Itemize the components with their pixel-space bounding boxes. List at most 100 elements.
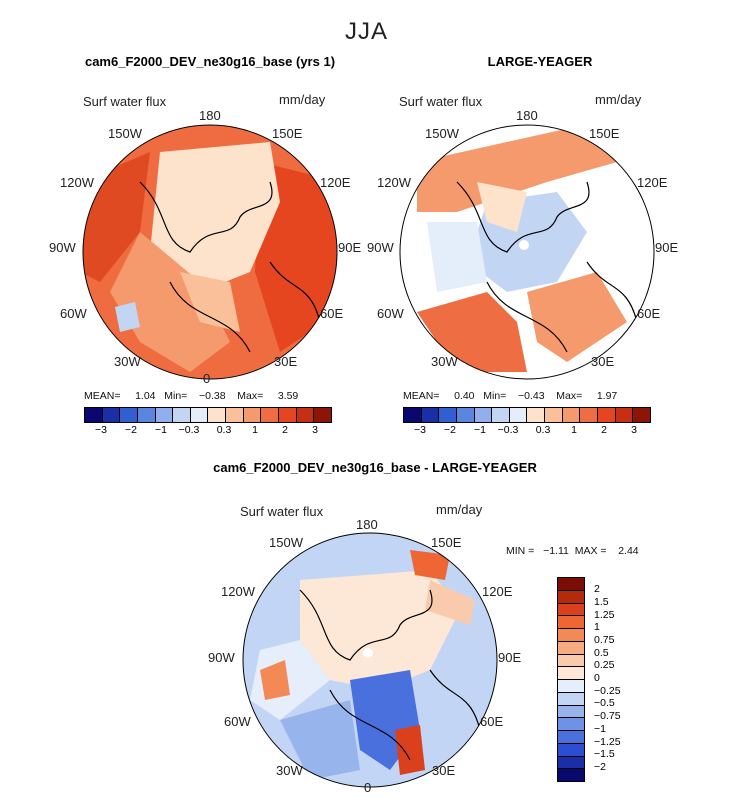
panel-1-tick: 3: [312, 424, 318, 436]
panel-3-pole-marker: [363, 648, 373, 658]
panel-3-region-positive-4: [425, 580, 475, 625]
colorbar-swatch: [558, 590, 584, 604]
panel-1-region-weak: [150, 142, 280, 292]
panel-3-tick: 1.5: [594, 596, 609, 608]
panel-3-lon-90w: 90W: [208, 650, 235, 665]
panel-3-lon-120w: 120W: [221, 584, 255, 599]
colorbar-swatch: [598, 408, 616, 422]
panel-3-region-positive-3: [395, 725, 425, 775]
panel-2-colorbar: [403, 407, 651, 423]
panel-3-units: mm/day: [436, 502, 483, 517]
panel-2-tick: −2: [444, 424, 456, 436]
colorbar-swatch: [102, 408, 121, 422]
panel-2-colorbar-labels: −3 −2 −1 −0.3 0.3 1 2 3: [403, 424, 649, 438]
panel-3-tick: −2: [594, 761, 606, 773]
panel-3-region-land: [300, 570, 460, 690]
panel-3-min-label: MIN =: [506, 545, 535, 557]
colorbar-swatch: [558, 756, 584, 770]
panel-3-stats: MIN = −1.11 MAX = 2.44: [506, 545, 639, 557]
panel-3-tick: 0.75: [594, 634, 615, 646]
panel-1-tick: −2: [125, 424, 137, 436]
panel-1-lon-120e: 120E: [320, 175, 351, 190]
panel-1-min-label: Min=: [164, 390, 188, 402]
panel-2-lon-150w: 150W: [425, 126, 459, 141]
colorbar-swatch: [439, 408, 457, 422]
colorbar-swatch: [562, 408, 581, 422]
panel-1-region-pale: [180, 272, 240, 332]
panel-3-lon-180: 180: [356, 517, 378, 532]
panel-1-mean-label: MEAN=: [84, 390, 121, 402]
colorbar-swatch: [226, 408, 244, 422]
panel-2-min-label: Min=: [483, 390, 507, 402]
panel-3-lon-30w: 30W: [276, 763, 303, 778]
colorbar-swatch: [173, 408, 191, 422]
panel-1-tick: −3: [95, 424, 107, 436]
colorbar-swatch: [558, 603, 584, 617]
panel-3-max-label: MAX =: [574, 545, 607, 557]
panel-3-tick: 1: [594, 621, 600, 633]
panel-3-min-value: −1.11: [543, 545, 569, 557]
colorbar-swatch: [558, 629, 584, 642]
panel-1-lon-150e: 150E: [272, 126, 303, 141]
colorbar-swatch: [558, 692, 584, 706]
panel-2-lon-60w: 60W: [377, 306, 404, 321]
colorbar-swatch: [558, 705, 584, 719]
panel-3-lon-60e: 60E: [480, 714, 504, 729]
panel-1-tick: −1: [155, 424, 167, 436]
panel-2-title: LARGE-YEAGER: [487, 54, 593, 69]
colorbar-swatch: [155, 408, 174, 422]
colorbar-swatch: [137, 408, 156, 422]
colorbar-swatch: [261, 408, 280, 422]
panel-3-tick: −0.25: [594, 685, 621, 697]
colorbar-swatch: [296, 408, 315, 422]
panel-1-tick: 1: [252, 424, 258, 436]
colorbar-swatch: [314, 408, 331, 422]
panel-1-region-mid: [110, 232, 230, 372]
panel-3-tick: −1.5: [594, 748, 615, 760]
panel-1-max-label: Max=: [237, 390, 264, 402]
colorbar-swatch: [558, 743, 584, 757]
panel-1-tick: 2: [282, 424, 288, 436]
colorbar-swatch: [509, 408, 528, 422]
colorbar-swatch: [558, 616, 584, 629]
panel-3-lon-30e: 30E: [432, 763, 456, 778]
colorbar-swatch: [558, 731, 584, 744]
panel-1-lon-30w: 30W: [114, 354, 141, 369]
panel-2-lon-150e: 150E: [589, 126, 620, 141]
panel-2-tick: 1: [571, 424, 577, 436]
colorbar-swatch: [492, 408, 510, 422]
panel-2-lon-60e: 60E: [637, 306, 661, 321]
panel-2-pole-marker: [519, 240, 529, 250]
panel-2-tick: −0.3: [497, 424, 519, 436]
panel-2-region-canada: [427, 222, 487, 292]
colorbar-swatch: [474, 408, 493, 422]
panel-3-tick: −1.25: [594, 736, 621, 748]
colorbar-swatch: [558, 769, 584, 781]
colorbar-swatch: [558, 641, 584, 655]
panel-2-map: [399, 124, 655, 380]
panel-3-tick: 2: [594, 583, 600, 595]
panel-2-tick: 2: [601, 424, 607, 436]
panel-1-variable: Surf water flux: [83, 94, 167, 109]
panel-3-region-mid-blue: [280, 700, 360, 780]
panel-3-title: cam6_F2000_DEV_ne30g16_base - LARGE-YEAG…: [213, 460, 537, 475]
panel-2-tick: 0.3: [535, 424, 551, 436]
panel-2-min-value: −0.43: [518, 390, 545, 402]
panel-1-lon-90e: 90E: [338, 240, 362, 255]
panel-3-region-pale-blue: [250, 640, 330, 720]
panel-1-lon-180: 180: [199, 108, 221, 123]
panel-3-tick: 0.5: [594, 647, 609, 659]
panel-1-lon-150w: 150W: [108, 126, 142, 141]
panel-3-map: [242, 532, 498, 788]
colorbar-swatch: [558, 680, 584, 693]
panel-1-coastline: [139, 181, 321, 353]
panel-3-tick: 1.25: [594, 609, 615, 621]
panel-2-mean-label: MEAN=: [403, 390, 440, 402]
panel-2-units: mm/day: [595, 92, 642, 107]
panel-3-lon-120e: 120E: [482, 584, 513, 599]
colorbar-swatch: [243, 408, 262, 422]
colorbar-swatch: [558, 718, 584, 731]
panel-1-region-negative: [115, 302, 140, 332]
panel-2-region-europe: [527, 272, 627, 362]
colorbar-swatch: [190, 408, 209, 422]
